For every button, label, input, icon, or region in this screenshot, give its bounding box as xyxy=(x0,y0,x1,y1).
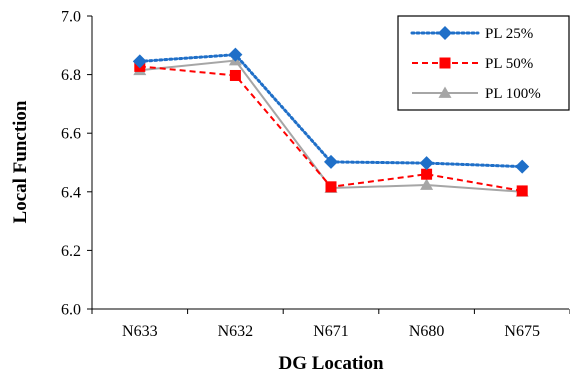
y-axis-title: Local Function xyxy=(10,100,31,223)
x-tick-label: N675 xyxy=(504,323,540,340)
legend: PL 25% PL 50% PL 100% xyxy=(397,15,570,111)
axes xyxy=(91,16,569,310)
x-tick-label: N671 xyxy=(313,323,349,340)
legend-item: PL 50% xyxy=(412,56,533,72)
x-tick-label: N633 xyxy=(122,323,158,340)
legend-marker xyxy=(439,57,451,69)
series-layer xyxy=(132,47,530,197)
data-point xyxy=(325,181,337,193)
legend-marker xyxy=(438,26,452,40)
legend-item: PL 25% xyxy=(410,26,533,42)
data-point xyxy=(324,154,338,169)
x-axis-title: DG Location xyxy=(278,353,383,374)
data-point xyxy=(516,185,528,197)
data-point xyxy=(421,168,433,180)
legend-marker xyxy=(438,86,452,98)
y-tick-label: 6.8 xyxy=(61,67,81,84)
data-point xyxy=(419,156,434,171)
x-tick-label: N680 xyxy=(409,323,445,340)
data-point xyxy=(229,69,241,81)
y-tick-labels: 6.0 6.2 6.4 6.6 6.8 7.0 xyxy=(61,9,92,319)
data-point xyxy=(515,159,530,174)
legend-label: PL 25% xyxy=(485,26,533,42)
x-tick-labels: N633 N632 N671 N680 N675 xyxy=(91,309,570,340)
x-tick-label: N632 xyxy=(218,323,254,340)
data-point xyxy=(420,178,434,190)
legend-label: PL 50% xyxy=(485,56,533,72)
legend-label: PL 100% xyxy=(485,86,541,102)
y-tick-label: 6.6 xyxy=(61,126,81,143)
data-point xyxy=(228,47,243,62)
y-tick-label: 6.4 xyxy=(61,184,81,201)
series-diamond xyxy=(132,47,530,174)
data-point xyxy=(132,54,147,69)
y-tick-label: 6.2 xyxy=(61,243,81,260)
y-tick-label: 7.0 xyxy=(61,9,81,26)
legend-item: PL 100% xyxy=(412,86,541,102)
y-tick-label: 6.0 xyxy=(61,302,81,319)
